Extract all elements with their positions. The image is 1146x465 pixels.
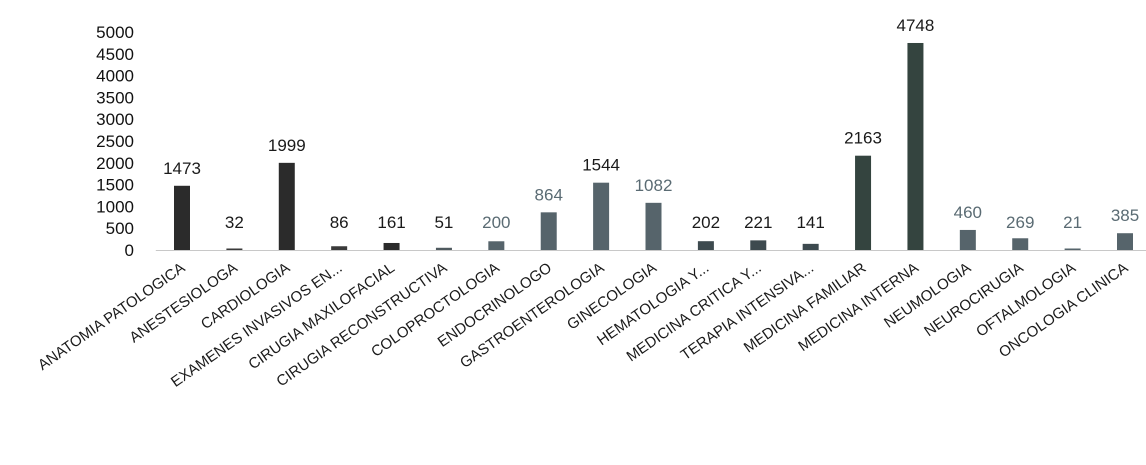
data-label: 221 [744,213,772,232]
y-tick-label: 2000 [96,154,134,173]
bar [226,248,243,250]
y-tick-label: 3500 [96,88,134,107]
data-label: 1999 [268,136,306,155]
bar [488,241,505,250]
data-label: 2163 [844,129,882,148]
bar [540,212,557,250]
bar [907,42,924,251]
data-label: 200 [482,213,510,232]
bar [855,155,872,250]
data-label: 1473 [163,159,201,178]
y-tick-label: 1000 [96,197,134,216]
bar [435,247,452,250]
data-label: 32 [225,213,244,232]
data-label: 86 [330,213,349,232]
bar [802,243,819,250]
data-label: 269 [1006,213,1034,232]
y-tick-label: 0 [125,241,134,260]
bar [645,202,662,250]
bars [174,42,1133,251]
data-label: 161 [377,213,405,232]
data-label: 864 [535,185,563,204]
bar [383,242,400,250]
bar [331,246,348,250]
data-label: 1082 [635,176,673,195]
bar [1012,238,1029,250]
y-tick-label: 500 [106,219,134,238]
data-label: 460 [954,203,982,222]
data-label: 51 [434,213,453,232]
bar [750,240,767,250]
y-tick-label: 3000 [96,110,134,129]
y-tick-label: 4500 [96,45,134,64]
bar [278,162,295,250]
bar [1117,233,1133,250]
data-label: 21 [1063,213,1082,232]
bar [593,182,610,250]
y-tick-label: 1500 [96,176,134,195]
y-axis: 0 500 1000 1500 2000 2500 3000 3500 4000 4500 5000 [96,23,134,260]
x-axis-labels: ANATOMIA PATOLOGICAANESTESIOLOGACARDIOLO… [35,259,1131,390]
data-labels: 1473 32 1999 86 161 51 200 864 1544 1082 202 221 141… [163,16,1139,232]
bar [697,241,714,250]
y-tick-label: 2500 [96,132,134,151]
data-label: 1544 [582,156,620,175]
bar [174,185,190,250]
data-label: 4748 [897,16,935,35]
y-tick-label: 5000 [96,23,134,42]
data-label: 385 [1111,206,1139,225]
bar [1064,248,1081,250]
data-label: 141 [796,213,824,232]
data-label: 202 [692,213,720,232]
bar [959,229,976,250]
y-tick-label: 4000 [96,67,134,86]
